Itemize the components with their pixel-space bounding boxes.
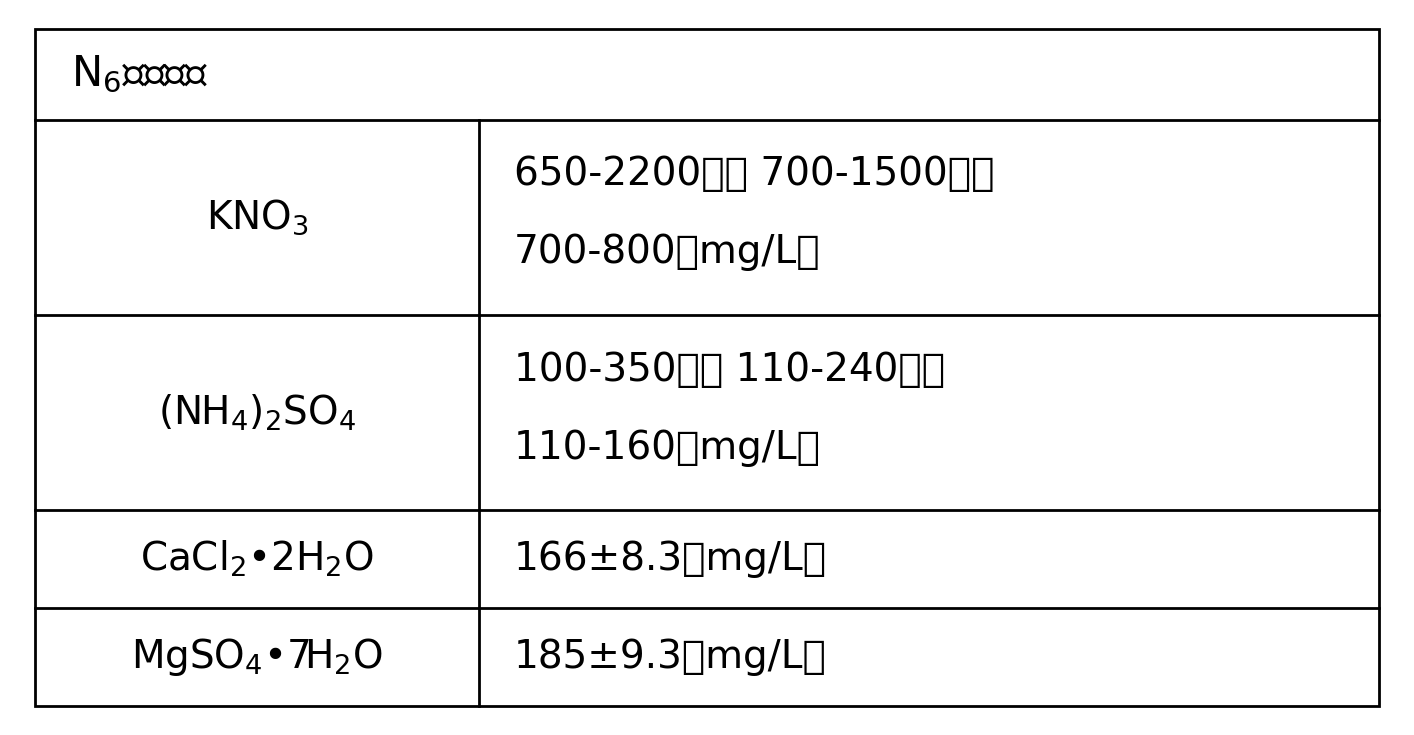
Text: 185±9.3（mg/L）: 185±9.3（mg/L） xyxy=(515,638,827,675)
Text: 110-160（mg/L）: 110-160（mg/L） xyxy=(515,429,822,467)
Text: 700-800（mg/L）: 700-800（mg/L） xyxy=(515,234,820,271)
Text: 166±8.3（mg/L）: 166±8.3（mg/L） xyxy=(515,540,827,578)
Text: KNO$_3$: KNO$_3$ xyxy=(205,198,308,237)
Text: N$_6$大量元素: N$_6$大量元素 xyxy=(71,54,208,96)
Text: (NH$_4$)$_2$SO$_4$: (NH$_4$)$_2$SO$_4$ xyxy=(158,392,356,433)
Text: 100-350，或 110-240，或: 100-350，或 110-240，或 xyxy=(515,351,945,389)
Text: 650-2200，或 700-1500，或: 650-2200，或 700-1500，或 xyxy=(515,155,994,193)
Text: MgSO$_4$•7H$_2$O: MgSO$_4$•7H$_2$O xyxy=(132,636,383,678)
Text: CaCl$_2$•2H$_2$O: CaCl$_2$•2H$_2$O xyxy=(140,539,373,579)
